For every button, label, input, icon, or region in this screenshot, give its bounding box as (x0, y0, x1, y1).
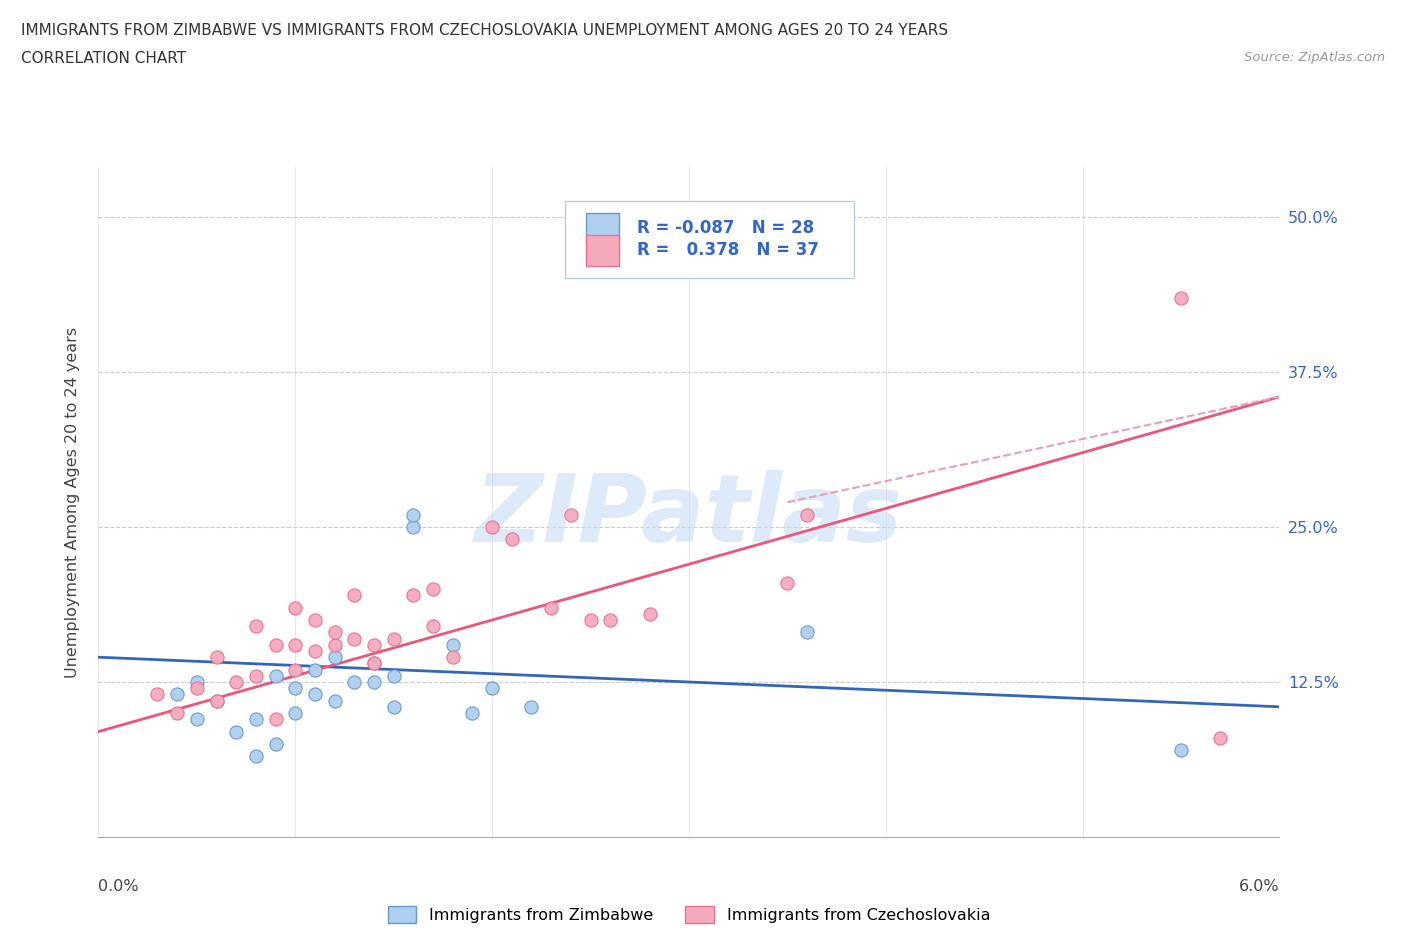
Point (560, 507, 582, 522)
Point (441, 650, 464, 665)
Point (304, 644, 326, 658)
Point (481, 520, 503, 535)
Point (776, 576, 799, 591)
Point (284, 706, 307, 721)
FancyBboxPatch shape (586, 235, 619, 266)
Point (245, 618, 267, 633)
Point (422, 581, 444, 596)
Point (166, 687, 188, 702)
Point (264, 737, 287, 751)
Point (245, 669, 267, 684)
Point (1209, 730, 1232, 745)
Text: 6.0%: 6.0% (1239, 879, 1279, 894)
Point (245, 749, 267, 764)
Point (638, 606, 661, 621)
Legend: Immigrants from Zimbabwe, Immigrants from Czechoslovakia: Immigrants from Zimbabwe, Immigrants fro… (381, 900, 997, 929)
Point (1170, 743, 1192, 758)
Point (205, 693, 228, 708)
Point (205, 693, 228, 708)
Point (441, 637, 464, 652)
Text: IMMIGRANTS FROM ZIMBABWE VS IMMIGRANTS FROM CZECHOSLOVAKIA UNEMPLOYMENT AMONG AG: IMMIGRANTS FROM ZIMBABWE VS IMMIGRANTS F… (21, 23, 948, 38)
Point (186, 711, 208, 726)
Point (579, 613, 602, 628)
Point (363, 637, 385, 652)
Point (599, 613, 621, 628)
Point (284, 600, 307, 615)
FancyBboxPatch shape (586, 213, 619, 244)
Point (343, 631, 366, 646)
Point (402, 507, 425, 522)
Text: R = -0.087   N = 28: R = -0.087 N = 28 (637, 219, 814, 237)
Point (323, 650, 346, 665)
Point (146, 687, 169, 702)
Point (323, 625, 346, 640)
Point (796, 625, 818, 640)
FancyBboxPatch shape (565, 201, 855, 278)
Point (540, 600, 562, 615)
Point (1170, 290, 1192, 305)
Point (264, 669, 287, 684)
Point (264, 711, 287, 726)
Point (284, 637, 307, 652)
Point (520, 699, 543, 714)
Point (225, 674, 247, 689)
Point (363, 656, 385, 671)
Point (343, 588, 366, 603)
Point (225, 724, 247, 739)
Point (363, 674, 385, 689)
Point (323, 637, 346, 652)
Point (382, 669, 405, 684)
Point (166, 706, 188, 721)
Text: ZIPatlas: ZIPatlas (475, 470, 903, 562)
Point (796, 507, 818, 522)
Point (245, 711, 267, 726)
Point (481, 681, 503, 696)
Point (363, 656, 385, 671)
Point (382, 699, 405, 714)
Point (402, 520, 425, 535)
Point (323, 693, 346, 708)
Text: 0.0%: 0.0% (98, 879, 139, 894)
Point (284, 662, 307, 677)
Point (186, 681, 208, 696)
Point (284, 681, 307, 696)
Point (264, 637, 287, 652)
Point (186, 674, 208, 689)
Point (343, 674, 366, 689)
Point (205, 650, 228, 665)
Point (304, 613, 326, 628)
Point (422, 618, 444, 633)
Point (304, 662, 326, 677)
Point (501, 532, 523, 547)
Point (402, 588, 425, 603)
Text: Source: ZipAtlas.com: Source: ZipAtlas.com (1244, 51, 1385, 64)
Y-axis label: Unemployment Among Ages 20 to 24 years: Unemployment Among Ages 20 to 24 years (65, 326, 80, 678)
Point (382, 631, 405, 646)
Text: R =   0.378   N = 37: R = 0.378 N = 37 (637, 242, 818, 259)
Point (461, 706, 484, 721)
Text: CORRELATION CHART: CORRELATION CHART (21, 51, 186, 66)
Point (304, 687, 326, 702)
